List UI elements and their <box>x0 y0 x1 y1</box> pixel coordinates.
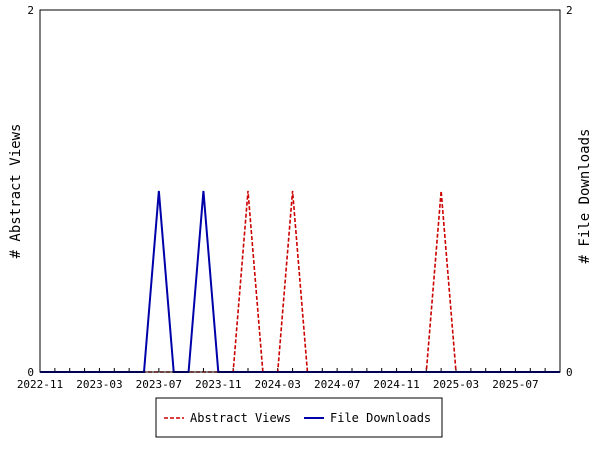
x-tick-label: 2024-07 <box>314 378 360 391</box>
legend-label-file-downloads: File Downloads <box>330 411 431 425</box>
x-tick-label: 2023-11 <box>195 378 241 391</box>
x-tick-label: 2025-03 <box>433 378 479 391</box>
x-tick-label: 2022-11 <box>17 378 63 391</box>
y-left-axis-title: # Abstract Views <box>8 124 24 259</box>
y-left-tick-max: 2 <box>27 4 34 17</box>
y-right-axis-title: # File Downloads <box>577 129 593 264</box>
series-layer <box>40 190 560 373</box>
x-tick-label: 2024-11 <box>373 378 419 391</box>
plot-frame <box>39 9 561 373</box>
series-line-abstract-views <box>40 190 560 373</box>
y-right-tick-max: 2 <box>566 4 573 17</box>
x-tick-label: 2023-03 <box>76 378 122 391</box>
x-tick-label: 2023-07 <box>136 378 182 391</box>
y-right-tick-min: 0 <box>566 366 573 379</box>
legend: Abstract Views File Downloads <box>155 397 443 438</box>
x-tick-labels: 2022-11 2023-03 2023-07 2023-11 2024-03 2024-… <box>17 378 539 391</box>
x-tick-label: 2025-07 <box>492 378 538 391</box>
x-tick-label: 2024-03 <box>255 378 301 391</box>
y-left-tick-min: 0 <box>27 366 34 379</box>
legend-box <box>155 397 443 438</box>
legend-label-abstract-views: Abstract Views <box>190 411 291 425</box>
